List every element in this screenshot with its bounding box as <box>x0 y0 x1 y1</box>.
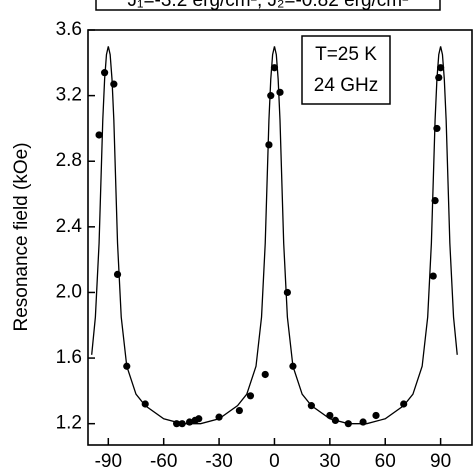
y-axis-label: Resonance field (kOe) <box>11 142 32 331</box>
data-point <box>110 80 118 88</box>
x-tick-label: -30 <box>205 451 232 472</box>
x-tick-label: -60 <box>150 451 177 472</box>
data-point <box>195 415 203 423</box>
annotation-box <box>95 0 441 11</box>
data-point <box>359 418 367 426</box>
y-tick-label: 3.6 <box>56 19 82 40</box>
data-point <box>235 406 243 415</box>
x-tick-label: 90 <box>430 451 451 472</box>
y-tick-label: 2.8 <box>56 150 82 171</box>
x-tick-label: -90 <box>95 451 122 472</box>
annotation: J₁=-3.2 erg/cm², J₂=-0.82 erg/cm² <box>128 0 409 11</box>
data-point <box>372 411 380 420</box>
x-tick-label: 30 <box>319 451 340 472</box>
data-point <box>113 270 122 279</box>
data-point <box>246 392 255 400</box>
info-line: 24 GHz <box>314 75 378 96</box>
fit-line <box>91 46 458 425</box>
data-point <box>270 64 279 72</box>
data-point <box>429 272 437 280</box>
data-point <box>265 141 273 149</box>
info-line: T=25 K <box>315 44 377 65</box>
data-point <box>267 92 275 100</box>
data-point <box>261 370 269 379</box>
data-point <box>283 288 291 297</box>
y-tick-label: 3.2 <box>56 85 82 106</box>
x-tick-label: 60 <box>375 451 396 472</box>
y-tick-label: 2.4 <box>56 216 83 237</box>
y-tick-label: 2.0 <box>56 281 82 302</box>
y-tick-label: 1.6 <box>56 347 82 368</box>
x-tick-label: 0 <box>269 451 280 472</box>
data-point <box>141 400 149 408</box>
data-point <box>400 400 408 408</box>
info-box <box>301 35 391 105</box>
data-point <box>276 88 284 96</box>
data-point <box>95 131 103 139</box>
data-point <box>437 64 445 72</box>
y-tick-label: 1.2 <box>56 413 82 434</box>
plot-frame <box>87 29 473 446</box>
